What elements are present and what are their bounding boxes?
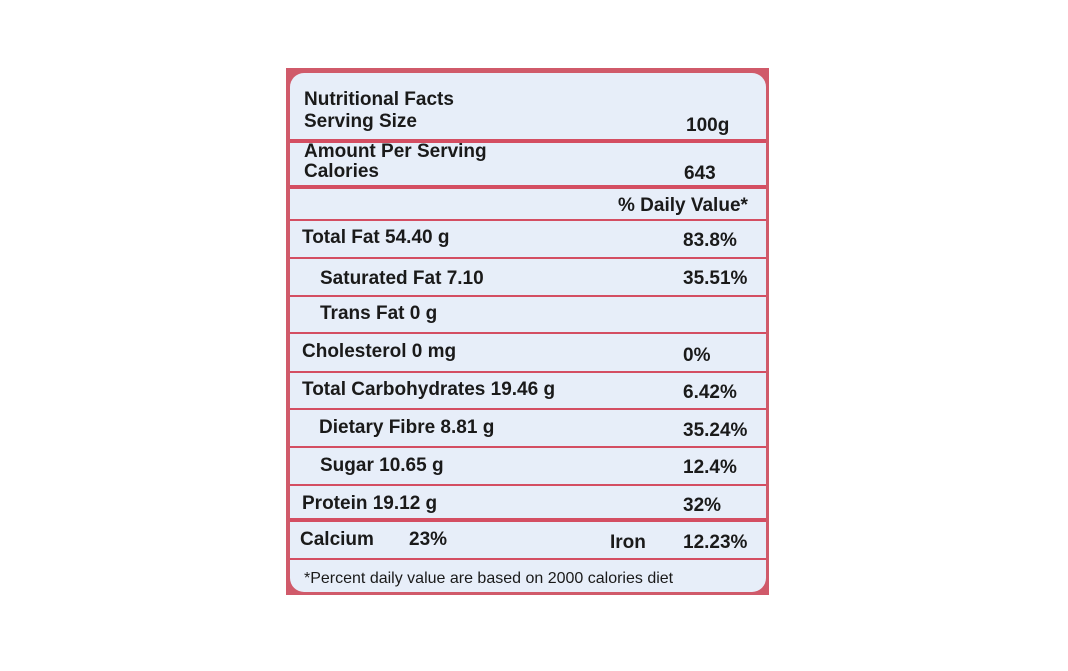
divider xyxy=(290,295,766,297)
serving-size-label: Serving Size xyxy=(304,111,417,132)
iron-label: Iron xyxy=(610,532,646,553)
nutrient-label-sugar: Sugar 10.65 g xyxy=(320,455,444,476)
iron-value: 12.23% xyxy=(683,532,748,553)
nutrient-dv-total-carbohydrates: 6.42% xyxy=(683,382,737,403)
amount-per-serving-label: Amount Per Serving xyxy=(304,141,487,162)
serving-size-value: 100g xyxy=(686,115,730,136)
footnote: *Percent daily value are based on 2000 c… xyxy=(304,570,674,587)
nutrient-dv-dietary-fibre: 35.24% xyxy=(683,420,748,441)
divider xyxy=(290,139,766,143)
divider xyxy=(290,518,766,522)
divider xyxy=(290,408,766,410)
nutrient-dv-saturated-fat: 35.51% xyxy=(683,268,748,289)
nutrient-dv-cholesterol: 0% xyxy=(683,345,711,366)
divider xyxy=(290,484,766,486)
divider xyxy=(290,558,766,560)
nutrition-facts-panel: Nutritional Facts Serving Size 100g Amou… xyxy=(290,73,766,592)
divider xyxy=(290,185,766,189)
nutrient-label-cholesterol: Cholesterol 0 mg xyxy=(302,341,457,362)
nutrient-label-total-carbohydrates: Total Carbohydrates 19.46 g xyxy=(302,379,556,400)
calories-value: 643 xyxy=(684,163,716,184)
nutrient-dv-sugar: 12.4% xyxy=(683,457,737,478)
nutrient-label-dietary-fibre: Dietary Fibre 8.81 g xyxy=(319,417,495,438)
nutrient-label-trans-fat: Trans Fat 0 g xyxy=(320,303,438,324)
nutrient-label-saturated-fat: Saturated Fat 7.10 xyxy=(320,268,484,289)
divider xyxy=(290,257,766,259)
daily-value-heading: % Daily Value* xyxy=(618,195,748,216)
calcium-label: Calcium xyxy=(300,529,374,550)
divider xyxy=(290,446,766,448)
nutrient-dv-protein: 32% xyxy=(683,495,722,516)
divider xyxy=(290,332,766,334)
nutrition-title: Nutritional Facts xyxy=(304,89,454,110)
calcium-value: 23% xyxy=(409,529,448,550)
divider xyxy=(290,219,766,221)
nutrient-dv-total-fat: 83.8% xyxy=(683,230,737,251)
nutrient-label-protein: Protein 19.12 g xyxy=(302,493,438,514)
nutrient-label-total-fat: Total Fat 54.40 g xyxy=(302,227,450,248)
divider xyxy=(290,371,766,373)
calories-label: Calories xyxy=(304,161,379,182)
